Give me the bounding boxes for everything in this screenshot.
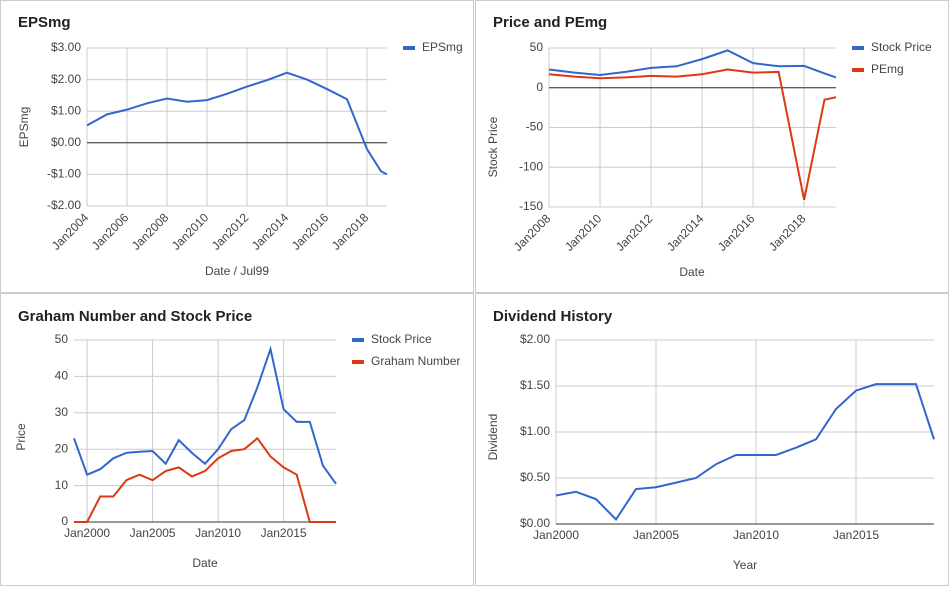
y-tick-label: -150 (519, 199, 543, 213)
y-tick-label: 30 (55, 405, 69, 419)
x-tick-label: Jan2010 (733, 528, 779, 542)
chart-title: Dividend History (493, 308, 613, 325)
y-tick-label: -$2.00 (47, 198, 81, 212)
y-tick-label: 20 (55, 441, 69, 455)
series-line (86, 71, 388, 176)
legend-swatch (352, 338, 364, 342)
x-tick-label: Jan2005 (130, 526, 176, 540)
panel (475, 0, 949, 293)
y-tick-label: -$1.00 (47, 167, 81, 181)
y-tick-label: $1.00 (520, 424, 550, 438)
y-tick-label: $0.00 (520, 516, 550, 530)
legend-label: Graham Number (371, 354, 460, 368)
y-tick-label: $3.00 (51, 40, 81, 54)
y-tick-label: 0 (536, 80, 543, 94)
y-tick-label: $1.50 (520, 378, 550, 392)
legend-label: Stock Price (371, 332, 432, 346)
legend-swatch (852, 68, 864, 72)
y-tick-label: 50 (55, 332, 69, 346)
panel (475, 293, 949, 586)
legend-swatch (403, 46, 415, 50)
y-axis-title: Dividend (486, 414, 500, 461)
y-tick-label: 10 (55, 478, 69, 492)
y-tick-label: $1.00 (51, 103, 81, 117)
x-axis-title: Date / Jul99 (205, 264, 269, 278)
legend-swatch (352, 360, 364, 364)
panel (0, 0, 474, 293)
legend-swatch (852, 46, 864, 50)
series-line (548, 68, 837, 201)
y-tick-label: -50 (526, 120, 544, 134)
x-axis-title: Date (192, 556, 218, 570)
x-tick-label: Jan2005 (633, 528, 679, 542)
x-tick-label: Jan2000 (533, 528, 579, 542)
series-line (73, 345, 337, 485)
x-axis-title: Date (679, 265, 705, 279)
series-line (555, 383, 935, 521)
y-tick-label: -100 (519, 159, 543, 173)
y-axis-title: EPSmg (17, 107, 31, 148)
legend-label: EPSmg (422, 40, 463, 54)
y-tick-label: $2.00 (520, 332, 550, 346)
legend-label: PEmg (871, 62, 904, 76)
chart-title: Price and PEmg (493, 14, 607, 31)
x-axis-title: Year (733, 558, 757, 572)
y-axis-title: Price (14, 423, 28, 451)
chart-title: EPSmg (18, 14, 71, 31)
panel (0, 293, 474, 586)
series-line (74, 436, 336, 523)
y-tick-label: $0.50 (520, 470, 550, 484)
x-tick-label: Jan2015 (833, 528, 879, 542)
y-tick-label: $2.00 (51, 72, 81, 86)
x-tick-label: Jan2010 (195, 526, 241, 540)
y-axis-title: Stock Price (486, 116, 500, 177)
y-tick-label: 40 (55, 369, 69, 383)
x-tick-label: Jan2015 (261, 526, 307, 540)
y-tick-label: 0 (61, 514, 68, 528)
x-tick-label: Jan2000 (64, 526, 110, 540)
chart-title: Graham Number and Stock Price (18, 308, 252, 325)
legend-label: Stock Price (871, 40, 932, 54)
y-tick-label: 50 (530, 40, 544, 54)
series-line (548, 49, 837, 79)
y-tick-label: $0.00 (51, 135, 81, 149)
